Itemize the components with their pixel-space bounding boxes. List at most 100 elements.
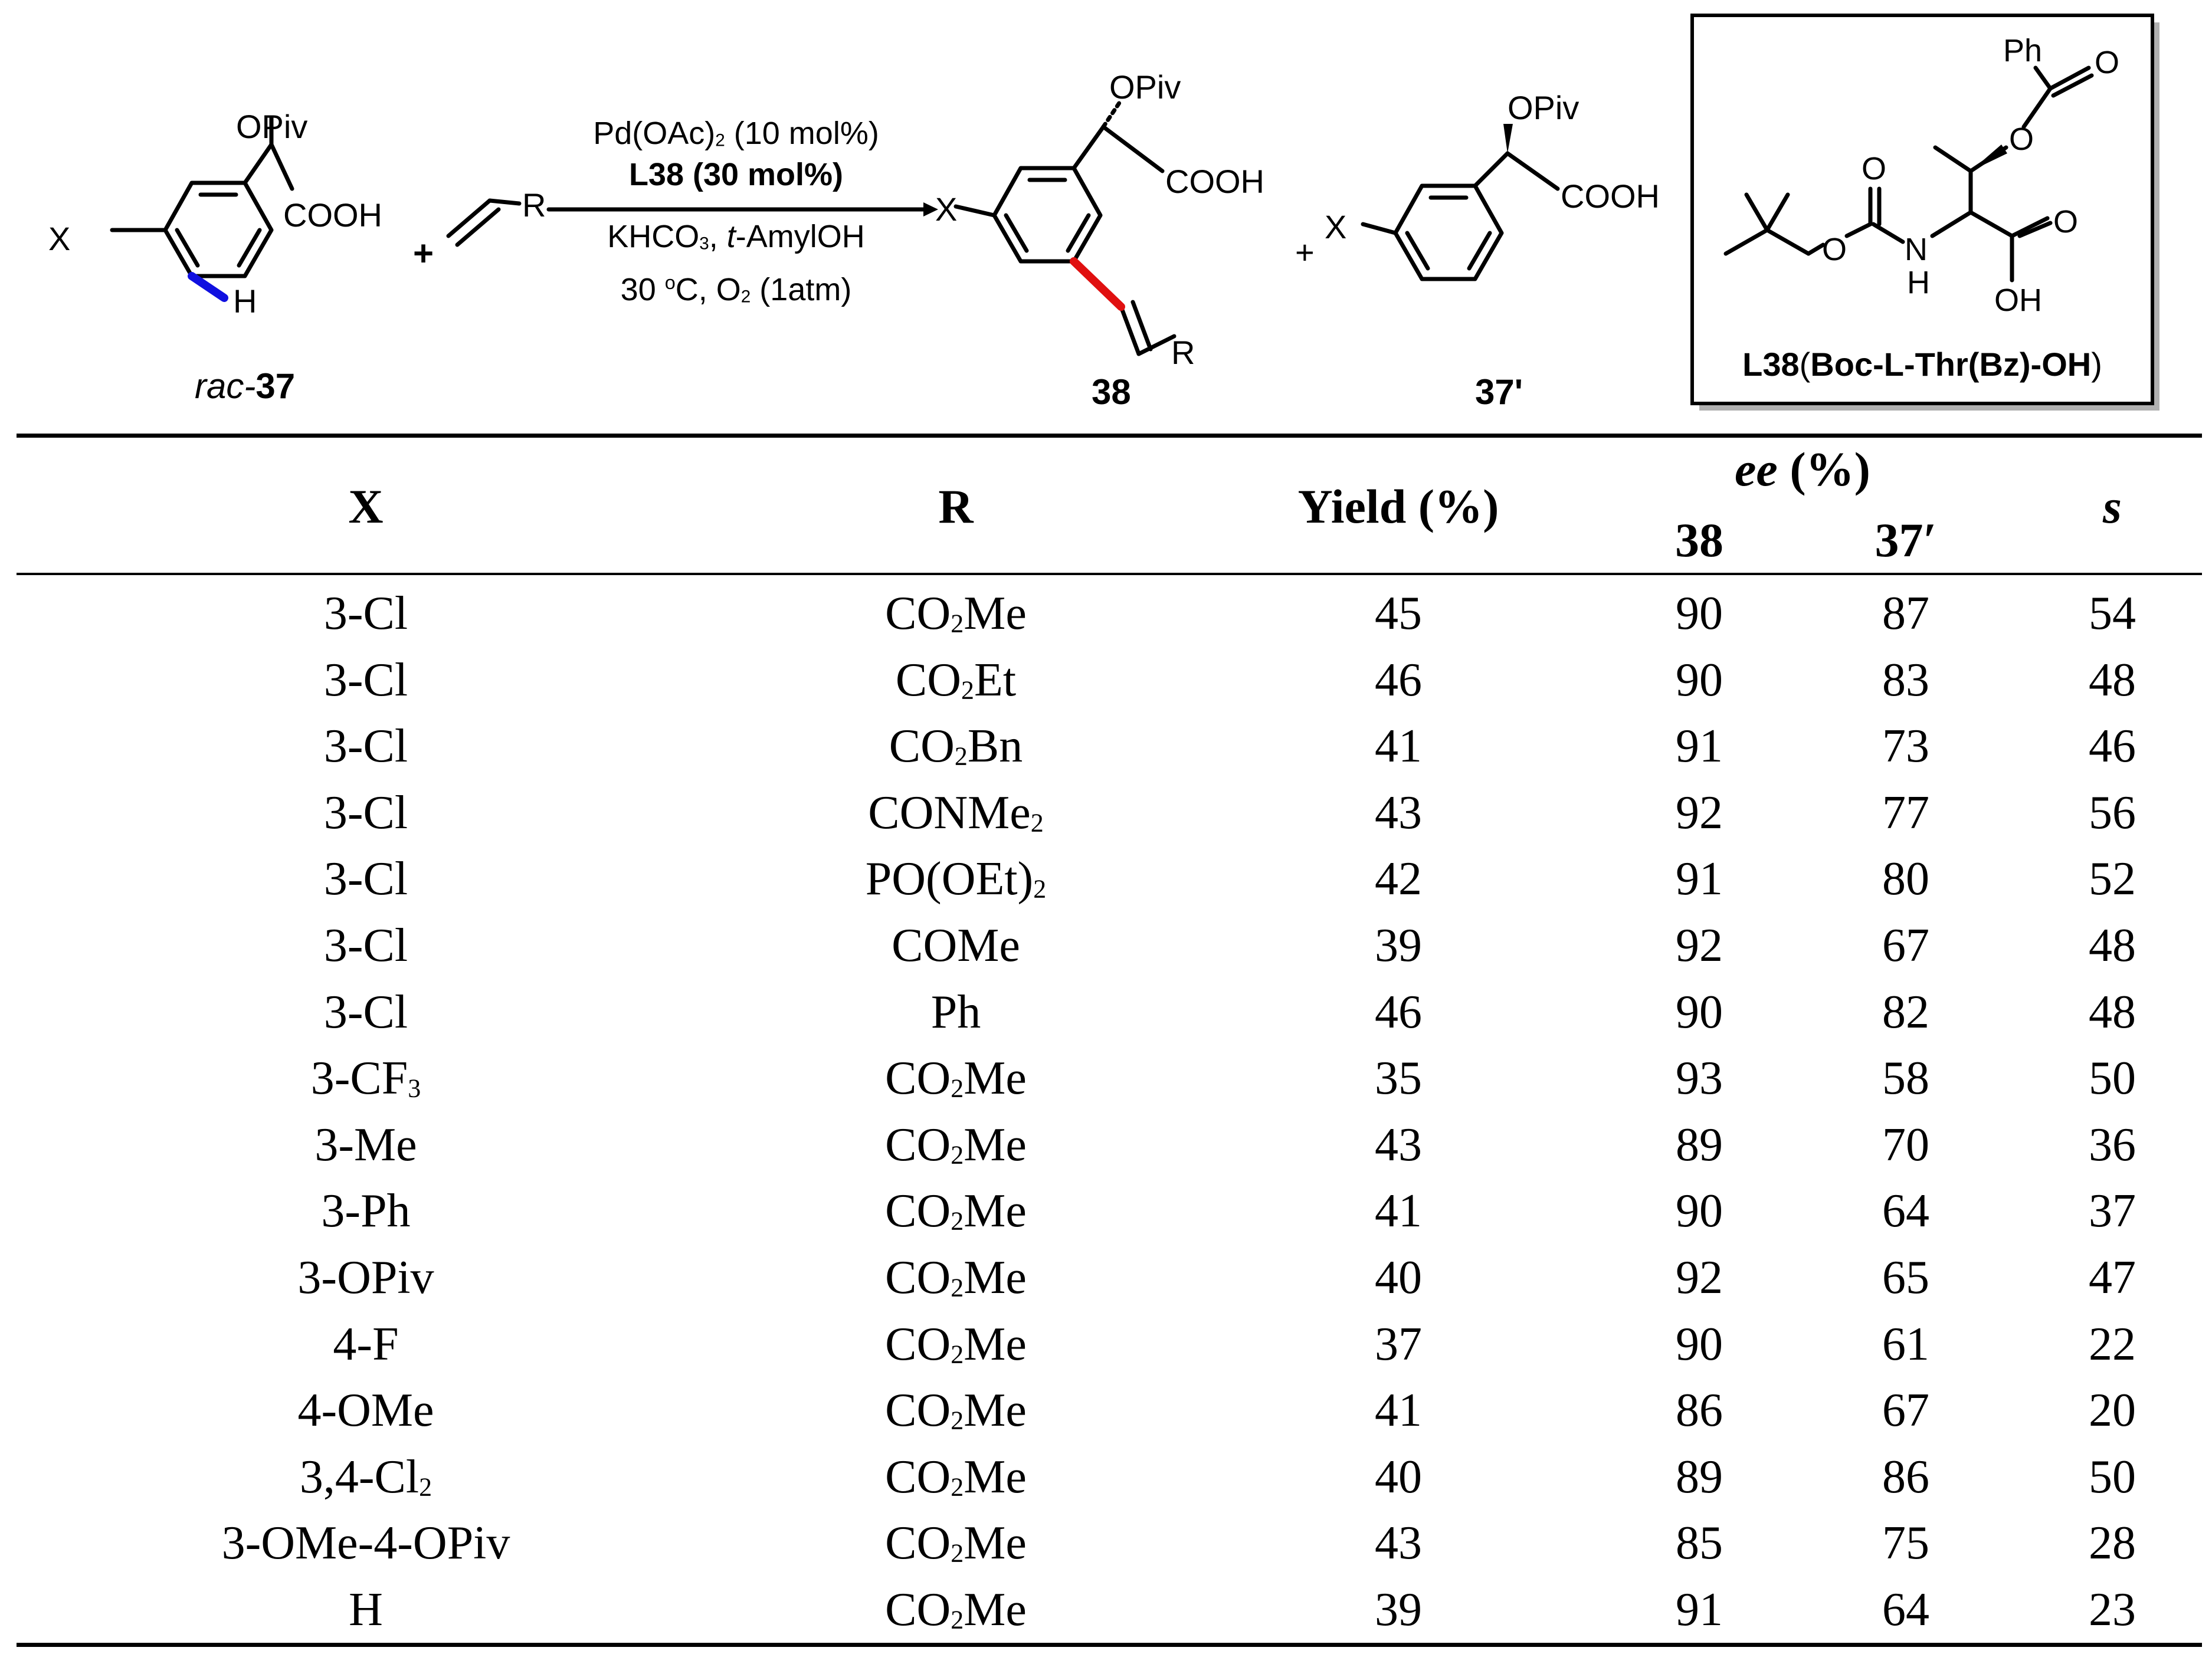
cell-s: 50 (2089, 1450, 2136, 1503)
cell-r: CONMe2 (868, 786, 1044, 839)
reactant-cooh: COOH (283, 196, 382, 234)
product-label: 38 (1092, 372, 1131, 412)
ligand-label-name: Boc-L-Thr(Bz)-OH (1810, 346, 2092, 383)
cell-ee-37: 73 (1882, 720, 1929, 773)
cell-r: CO2Me (885, 1118, 1027, 1171)
cell-s: 37 (2089, 1185, 2136, 1238)
reaction-arrowhead (923, 202, 938, 216)
reactant-ch-bond-blue (188, 272, 228, 302)
cell-ee-38: 91 (1676, 853, 1723, 905)
ligand-h: H (1907, 265, 1930, 300)
cell-x: 4-F (333, 1318, 399, 1370)
cell-s: 48 (2089, 986, 2136, 1038)
reactant-opiv: OPiv (236, 108, 308, 145)
reactant-x: X (48, 220, 71, 257)
table-header-rule (17, 573, 2202, 575)
cell-r: CO2Et (895, 654, 1017, 706)
cell-r: CO2Me (885, 1450, 1027, 1503)
cell-ee-38: 91 (1676, 1584, 1723, 1636)
cell-yield: 41 (1375, 720, 1422, 773)
table-row: 3-Cl CO2Bn 41 91 73 46 (0, 714, 2212, 780)
product-benzene-ring (992, 166, 1103, 264)
cell-ee-37: 83 (1882, 654, 1929, 706)
table-row: 3-OPiv CO2Me 40 92 65 47 (0, 1246, 2212, 1312)
ligand-label: L38(Boc-L-Thr(Bz)-OH) (1742, 346, 2102, 383)
cell-x: 3-OPiv (297, 1252, 434, 1304)
cell-r: CO2Me (885, 1584, 1027, 1636)
cell-s: 36 (2089, 1118, 2136, 1171)
cell-yield: 42 (1375, 853, 1422, 905)
cell-ee-38: 89 (1676, 1450, 1723, 1503)
cell-yield: 40 (1375, 1450, 1422, 1503)
cell-s: 56 (2089, 786, 2136, 839)
cell-x: 3-Cl (323, 853, 408, 905)
ligand-n: N (1905, 232, 1928, 267)
cell-ee-38: 90 (1676, 654, 1723, 706)
table-row: 4-F CO2Me 37 90 61 22 (0, 1312, 2212, 1379)
cell-ee-37: 61 (1882, 1318, 1929, 1370)
reactant-h: H (233, 283, 257, 320)
ligand-structure (1723, 65, 2094, 283)
table-row: 3-CF3 CO2Me 35 93 58 50 (0, 1046, 2212, 1112)
cell-r: CO2Me (885, 1384, 1027, 1437)
alkene-bond (446, 198, 492, 238)
cell-yield: 43 (1375, 1517, 1422, 1570)
cell-r: CO2Me (885, 1052, 1027, 1105)
recovered-label: 37' (1475, 372, 1523, 412)
recovered-x: X (1325, 208, 1347, 245)
table-row: H CO2Me 39 91 64 23 (0, 1578, 2212, 1644)
cell-yield: 45 (1375, 588, 1422, 639)
header-ee-unit: (%) (1790, 442, 1870, 496)
condition-catalyst: Pd(OAc)2 (10 mol%) (593, 116, 879, 151)
cell-ee-38: 93 (1676, 1052, 1723, 1105)
header-ee: ee (%) (1685, 445, 1921, 494)
ligand-o-carbonyl-bz: O (2095, 45, 2120, 80)
table-bottom-rule (17, 1643, 2202, 1647)
condition-temperature: 30 oC, O2 (1atm) (620, 272, 852, 307)
ligand-label-bold: L38 (1742, 346, 1800, 383)
cell-s: 48 (2089, 654, 2136, 706)
cell-ee-37: 65 (1882, 1252, 1929, 1304)
condition-base-solvent: KHCO3, t-AmylOH (607, 219, 865, 254)
table-row: 3-Cl PO(OEt)2 42 91 80 52 (0, 847, 2212, 913)
cell-yield: 39 (1375, 1584, 1422, 1636)
recovered-wedge-bond (1503, 124, 1513, 153)
recovered-opiv: OPiv (1508, 89, 1579, 126)
plus-sign-2: + (1295, 234, 1315, 271)
cell-x: 3-Cl (323, 588, 408, 639)
cell-s: 48 (2089, 920, 2136, 972)
table-row: 3-Cl CONMe2 43 92 77 56 (0, 781, 2212, 847)
product-r: R (1171, 334, 1195, 371)
table-row: 3-Me CO2Me 43 89 70 36 (0, 1113, 2212, 1179)
recovered-benzene-ring (1393, 183, 1504, 281)
table-row: 3-Cl CO2Et 46 90 83 48 (0, 648, 2212, 714)
cell-ee-37: 67 (1882, 1384, 1929, 1437)
cell-x: H (349, 1584, 383, 1636)
cell-s: 47 (2089, 1252, 2136, 1304)
plus-sign: + (413, 234, 434, 273)
reactant-label-prefix: rac- (195, 366, 256, 406)
header-ee-37: 37′ (1875, 513, 1937, 567)
cell-ee-38: 92 (1676, 786, 1723, 839)
cell-s: 23 (2089, 1584, 2136, 1636)
results-table: X R Yield (%) ee (%) 38 37′ s 3-Cl CO2Me 4… (0, 437, 2212, 1654)
ligand-ph: Ph (2003, 33, 2043, 68)
cell-ee-37: 58 (1882, 1052, 1929, 1105)
cell-s: 50 (2089, 1052, 2136, 1105)
cell-r: COMe (892, 920, 1020, 972)
cell-yield: 46 (1375, 986, 1422, 1038)
cell-ee-38: 89 (1676, 1118, 1723, 1171)
reaction-scheme-drawing (110, 14, 2159, 411)
table-row: 3-Cl CO2Me 45 90 87 54 (0, 582, 2212, 648)
product-opiv: OPiv (1109, 68, 1181, 106)
cell-x: 3-Cl (323, 720, 408, 773)
product-cooh: COOH (1165, 163, 1264, 200)
cell-ee-38: 90 (1676, 1185, 1723, 1238)
recovered-cooh: COOH (1561, 178, 1660, 215)
cell-x: 3-Cl (323, 786, 408, 839)
cell-x: 3-Me (314, 1118, 417, 1171)
reactant-label: rac-37 (195, 366, 295, 406)
cell-r: CO2Me (885, 588, 1027, 639)
cell-yield: 43 (1375, 786, 1422, 839)
cell-yield: 41 (1375, 1384, 1422, 1437)
